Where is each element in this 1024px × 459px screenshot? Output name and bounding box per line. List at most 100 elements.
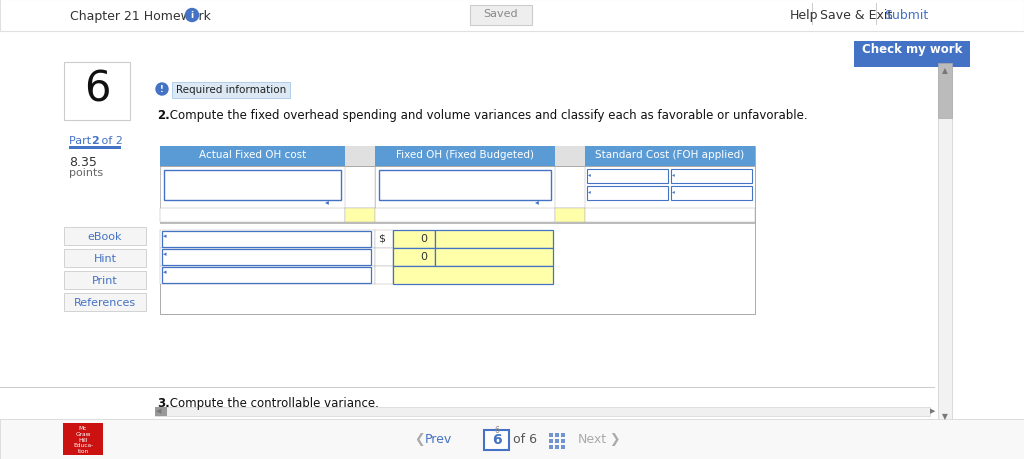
Bar (379, 171, 551, 201)
Bar (393, 230, 435, 248)
Text: References: References (74, 297, 136, 308)
Text: ◂: ◂ (535, 196, 539, 206)
Bar (854, 42, 970, 68)
Bar (0, 32, 1024, 33)
Bar (160, 147, 755, 285)
Text: 2: 2 (91, 136, 98, 146)
Bar (555, 445, 559, 449)
Bar (938, 64, 952, 119)
Text: 6: 6 (493, 432, 502, 446)
Bar (435, 230, 553, 248)
Text: Next: Next (578, 432, 607, 445)
Text: of 6: of 6 (513, 432, 537, 445)
Bar (671, 170, 752, 184)
Bar (375, 167, 555, 208)
Bar (162, 268, 371, 283)
Text: Compute the controllable variance.: Compute the controllable variance. (166, 396, 379, 409)
Bar (155, 407, 167, 416)
Text: ◂: ◂ (588, 172, 591, 177)
Text: ▶: ▶ (930, 407, 935, 413)
Text: ◂: ◂ (672, 189, 675, 194)
Text: Save & Exit: Save & Exit (820, 9, 892, 22)
Text: Hint: Hint (93, 253, 117, 263)
Text: eBook: eBook (88, 231, 122, 241)
Text: Saved: Saved (483, 9, 518, 19)
Bar (162, 231, 371, 247)
Bar (375, 248, 393, 266)
Bar (160, 147, 345, 167)
Bar (671, 187, 752, 201)
Bar (375, 147, 555, 167)
Bar (63, 423, 103, 455)
Bar (561, 439, 565, 443)
Text: i: i (190, 11, 194, 21)
Text: ◂: ◂ (163, 251, 167, 257)
Bar (172, 83, 290, 99)
Bar (0, 419, 1024, 459)
Text: 2.: 2. (157, 109, 170, 122)
Bar (345, 167, 375, 208)
Bar (160, 167, 755, 168)
Text: Print: Print (92, 275, 118, 285)
Bar (549, 433, 553, 437)
Text: 6: 6 (495, 425, 500, 434)
Bar (555, 147, 585, 167)
Text: 0: 0 (420, 234, 427, 243)
Bar (345, 147, 375, 167)
Circle shape (156, 84, 168, 96)
Text: of 2: of 2 (98, 136, 123, 146)
Text: Required information: Required information (176, 85, 286, 95)
Text: ▲: ▲ (942, 66, 948, 75)
Bar (160, 147, 755, 314)
Text: ❮: ❮ (414, 432, 425, 445)
Text: Chapter 21 Homework: Chapter 21 Homework (70, 10, 211, 23)
Bar (585, 147, 755, 167)
Text: 3.: 3. (157, 396, 170, 409)
Bar (160, 167, 345, 208)
Text: 0: 0 (420, 252, 427, 262)
Bar (160, 266, 375, 285)
Text: Prev: Prev (425, 432, 453, 445)
Bar (0, 392, 935, 420)
Bar (160, 208, 345, 223)
Bar (162, 249, 371, 265)
Bar (555, 433, 559, 437)
Bar (555, 439, 559, 443)
Text: !: ! (160, 85, 164, 94)
Text: Check my work: Check my work (862, 42, 963, 56)
Bar (555, 167, 585, 208)
Bar (155, 407, 930, 416)
Bar (549, 439, 553, 443)
Bar (160, 248, 375, 266)
Text: points: points (69, 168, 103, 178)
Bar (555, 208, 585, 223)
Text: Compute the fixed overhead spending and volume variances and classify each as fa: Compute the fixed overhead spending and … (166, 109, 808, 122)
Bar (484, 430, 509, 450)
Text: $: $ (378, 234, 385, 243)
Bar (160, 224, 755, 230)
Bar (561, 433, 565, 437)
Bar (63, 249, 146, 268)
Text: ◂: ◂ (588, 189, 591, 194)
Bar (587, 187, 668, 201)
Bar (160, 230, 375, 248)
Text: 6: 6 (84, 68, 111, 110)
Text: ◂: ◂ (672, 172, 675, 177)
Text: Standard Cost (FOH applied): Standard Cost (FOH applied) (595, 150, 744, 160)
Bar (63, 228, 146, 246)
Bar (375, 230, 393, 248)
Bar (549, 445, 553, 449)
Text: ◀: ◀ (156, 407, 162, 413)
Text: ◂: ◂ (163, 233, 167, 239)
Text: ▼: ▼ (942, 411, 948, 420)
Bar (375, 266, 393, 285)
Bar (63, 63, 130, 121)
Bar (0, 387, 935, 388)
Text: ❯: ❯ (609, 432, 620, 445)
Text: Part: Part (69, 136, 94, 146)
Text: Submit: Submit (884, 9, 928, 22)
Bar (435, 248, 553, 266)
Bar (585, 208, 755, 223)
Text: Help: Help (790, 9, 818, 22)
Bar (63, 293, 146, 311)
